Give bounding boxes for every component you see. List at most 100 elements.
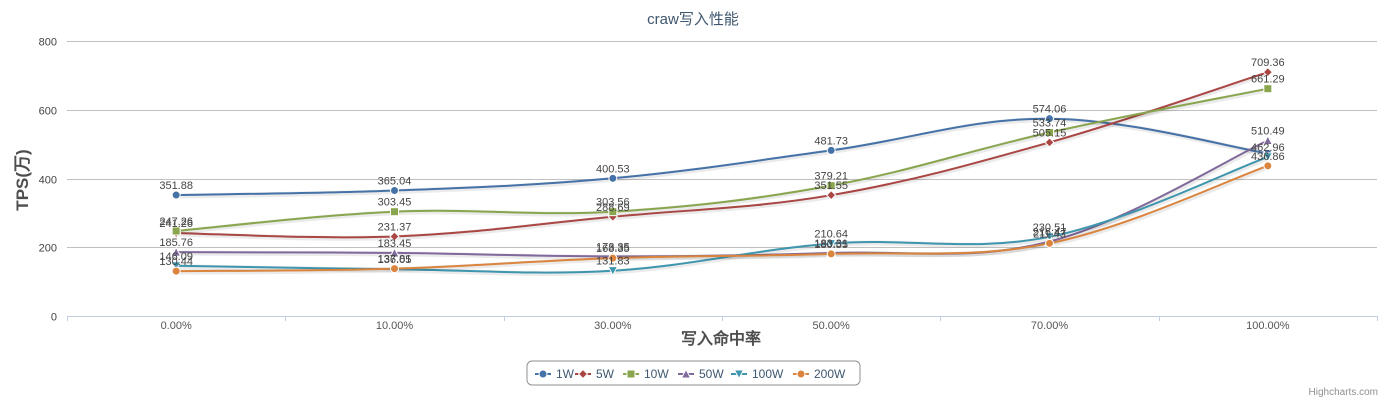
data-point-10W[interactable] xyxy=(608,207,618,217)
data-label-200W: 211.43 xyxy=(1033,228,1066,240)
data-label-50W: 216.47 xyxy=(1033,227,1067,239)
data-point-100W[interactable] xyxy=(1044,232,1055,243)
legend-label: 100W xyxy=(752,367,784,381)
data-point-10W[interactable] xyxy=(1045,128,1054,138)
legend: 1W 5W 10W 50W 100W 200W xyxy=(526,360,861,386)
data-label-200W: 168.35 xyxy=(596,243,630,255)
data-point-200W[interactable] xyxy=(826,249,836,259)
data-label-10W: 533.74 xyxy=(1033,118,1067,130)
legend-marker[interactable] xyxy=(538,369,548,379)
data-point-5W[interactable] xyxy=(1262,66,1274,78)
data-label-10W: 661.29 xyxy=(1251,74,1285,86)
legend-label: 10W xyxy=(644,367,669,381)
data-label-1W: 351.88 xyxy=(159,180,193,192)
data-label-10W: 303.56 xyxy=(596,197,630,209)
data-point-200W[interactable] xyxy=(390,264,399,274)
legend-marker[interactable] xyxy=(680,368,692,379)
legend-label: 5W xyxy=(596,367,615,381)
data-point-5W[interactable] xyxy=(1044,137,1055,148)
credits[interactable]: Highcharts.com xyxy=(1309,387,1378,398)
series-shadow-1W xyxy=(177,117,1270,199)
data-label-100W: 210.64 xyxy=(814,229,848,241)
data-label-5W: 288.69 xyxy=(596,202,630,214)
data-point-1W[interactable] xyxy=(390,186,399,196)
data-label-100W: 136.05 xyxy=(378,254,412,266)
data-point-1W[interactable] xyxy=(826,145,836,155)
data-label-10W: 303.45 xyxy=(378,197,412,209)
data-point-10W[interactable] xyxy=(171,226,181,236)
legend-item-5W[interactable]: 5W xyxy=(575,367,615,381)
data-point-50W[interactable] xyxy=(170,246,182,257)
data-point-1W[interactable] xyxy=(608,173,618,183)
data-label-100W: 131.83 xyxy=(596,256,630,268)
data-label-10W: 247.26 xyxy=(159,216,193,228)
legend-item-1W[interactable]: 1W xyxy=(535,367,575,381)
data-point-100W[interactable] xyxy=(607,266,619,277)
data-label-5W: 505.15 xyxy=(1033,127,1067,139)
x-tick-label: 100.00% xyxy=(1246,320,1290,332)
series-line-1W[interactable] xyxy=(176,117,1268,197)
data-point-100W[interactable] xyxy=(170,261,182,272)
data-point-10W[interactable] xyxy=(1263,84,1273,94)
data-point-5W[interactable] xyxy=(389,231,400,242)
data-point-100W[interactable] xyxy=(1262,152,1274,163)
series-shadow-10W xyxy=(176,87,1270,235)
legend-marker[interactable] xyxy=(626,369,636,379)
data-label-50W: 185.76 xyxy=(159,237,193,249)
series-lines xyxy=(176,70,1270,277)
data-label-1W: 574.06 xyxy=(1033,104,1067,116)
y-axis-title: TPS(万) xyxy=(13,149,32,210)
data-label-5W: 231.37 xyxy=(378,221,412,233)
legend-marker[interactable] xyxy=(577,368,589,380)
data-point-50W[interactable] xyxy=(389,247,400,258)
data-label-200W: 137.81 xyxy=(378,254,412,266)
data-point-200W[interactable] xyxy=(1263,161,1273,171)
x-tick-label: 10.00% xyxy=(376,320,414,332)
legend-item-100W[interactable]: 100W xyxy=(731,367,784,381)
data-point-50W[interactable] xyxy=(1262,134,1274,146)
data-label-200W: 436.86 xyxy=(1251,151,1285,163)
y-tick-label: 600 xyxy=(39,106,57,118)
x-tick-label: 50.00% xyxy=(813,320,851,332)
data-point-10W[interactable] xyxy=(826,181,836,191)
data-point-200W[interactable] xyxy=(171,266,181,276)
data-label-5W: 351.55 xyxy=(814,180,848,192)
series-line-200W[interactable] xyxy=(176,164,1269,273)
chart-title: craw写入性能 xyxy=(647,11,739,28)
y-tick-label: 200 xyxy=(39,243,57,255)
series-shadow-5W xyxy=(177,70,1270,241)
data-point-10W[interactable] xyxy=(390,207,399,217)
legend-item-50W[interactable]: 50W xyxy=(678,367,724,381)
data-label-100W: 146.09 xyxy=(159,251,193,263)
axes: 0 200 400 600 800 0.00% 10.00% 30.00% 50.00% 70.0… xyxy=(39,37,1378,332)
series-markers xyxy=(170,66,1274,277)
data-point-200W[interactable] xyxy=(1045,238,1054,248)
data-label-50W: 183.45 xyxy=(378,238,412,250)
data-label-100W: 230.51 xyxy=(1033,222,1067,234)
data-point-200W[interactable] xyxy=(608,253,618,263)
data-point-1W[interactable] xyxy=(171,190,181,200)
legend-item-10W[interactable]: 10W xyxy=(623,367,669,381)
data-label-5W: 241.26 xyxy=(159,218,193,230)
data-point-100W[interactable] xyxy=(825,239,837,250)
legend-label: 1W xyxy=(556,367,575,381)
data-point-5W[interactable] xyxy=(825,189,837,201)
y-tick-label: 400 xyxy=(39,175,57,187)
data-point-1W[interactable] xyxy=(1045,114,1054,124)
x-tick-label: 0.00% xyxy=(161,320,192,332)
y-tick-label: 0 xyxy=(51,312,57,324)
data-label-50W: 183.31 xyxy=(814,238,848,250)
data-label-200W: 180.55 xyxy=(814,239,848,251)
data-label-1W: 481.73 xyxy=(814,135,848,147)
data-label-50W: 173.35 xyxy=(596,241,630,253)
legend-marker[interactable] xyxy=(733,369,745,380)
legend-label: 200W xyxy=(814,367,846,381)
data-label-10W: 379.21 xyxy=(814,171,848,183)
legend-marker[interactable] xyxy=(796,369,806,379)
series-line-5W[interactable] xyxy=(176,71,1269,239)
legend-item-200W[interactable]: 200W xyxy=(793,367,846,381)
x-axis-title: 写入命中率 xyxy=(681,329,761,348)
series-shadow-200W xyxy=(177,164,1270,275)
series-line-10W[interactable] xyxy=(176,87,1268,233)
